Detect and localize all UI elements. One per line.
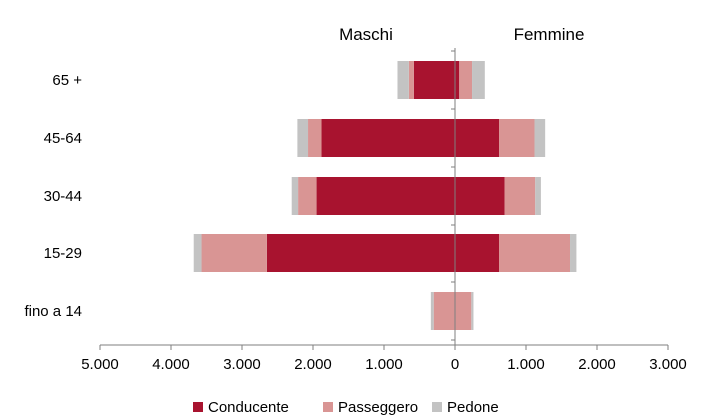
bar-femmine-conducente-2 [455, 177, 505, 215]
x-tick-label: 3.000 [649, 356, 687, 373]
bar-femmine-passeggero-2 [504, 177, 536, 215]
bar-femmine-passeggero-3 [499, 234, 571, 272]
x-axis: 5.000 4.000 3.000 2.000 1.000 0 1.000 2.000 3.00… [81, 48, 687, 373]
bar-maschi-passeggero-0 [408, 61, 414, 99]
bar-maschi-pedone-0 [397, 61, 409, 99]
x-tick-label: 1.000 [365, 356, 403, 373]
legend-label-conducente: Conducente [208, 399, 289, 416]
x-tick-label: 0 [451, 356, 459, 373]
legend-swatch-conducente [193, 402, 203, 412]
legend-label-passeggero: Passeggero [338, 399, 418, 416]
bar-maschi-passeggero-2 [298, 177, 317, 215]
bar-maschi-conducente-1 [321, 119, 455, 157]
bar-femmine-passeggero-0 [459, 61, 473, 99]
bar-femmine-pedone-3 [570, 234, 577, 272]
bar-femmine-pedone-1 [534, 119, 546, 157]
bar-maschi-passeggero-4 [433, 292, 455, 330]
bar-maschi-pedone-3 [193, 234, 202, 272]
legend-swatch-passeggero [323, 402, 333, 412]
category-label: fino a 14 [24, 303, 82, 320]
bars-layer [193, 61, 577, 330]
bar-maschi-passeggero-3 [201, 234, 267, 272]
category-label: 45-64 [44, 130, 82, 147]
x-tick-label: 5.000 [81, 356, 119, 373]
bar-femmine-conducente-0 [455, 61, 460, 99]
category-label: 30-44 [44, 188, 82, 205]
bar-femmine-pedone-4 [471, 292, 474, 330]
x-tick-label: 2.000 [578, 356, 616, 373]
bar-femmine-passeggero-4 [455, 292, 472, 330]
bar-maschi-conducente-3 [266, 234, 455, 272]
bar-maschi-pedone-2 [291, 177, 299, 215]
x-tick-label: 1.000 [507, 356, 545, 373]
header-maschi: Maschi [339, 25, 393, 44]
legend-label-pedone: Pedone [447, 399, 499, 416]
x-tick-label: 4.000 [152, 356, 190, 373]
category-labels: 65 + 45-64 30-44 15-29 fino a 14 [24, 72, 82, 320]
legend: Conducente Passeggero Pedone [193, 399, 499, 416]
bar-femmine-pedone-0 [472, 61, 485, 99]
bar-maschi-pedone-4 [430, 292, 434, 330]
bar-maschi-conducente-0 [413, 61, 455, 99]
category-label: 15-29 [44, 245, 82, 262]
category-label: 65 + [52, 72, 82, 89]
bar-maschi-pedone-1 [297, 119, 309, 157]
header-femmine: Femmine [514, 25, 585, 44]
x-tick-label: 3.000 [223, 356, 261, 373]
bar-femmine-pedone-2 [535, 177, 541, 215]
x-tick-label: 2.000 [294, 356, 332, 373]
bar-femmine-conducente-3 [455, 234, 500, 272]
bar-femmine-passeggero-1 [499, 119, 535, 157]
legend-swatch-pedone [432, 402, 442, 412]
bar-femmine-conducente-1 [455, 119, 500, 157]
bar-maschi-conducente-2 [316, 177, 455, 215]
bar-maschi-passeggero-1 [308, 119, 322, 157]
